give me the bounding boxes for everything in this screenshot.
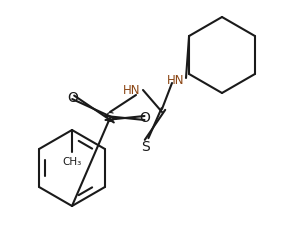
Text: O: O <box>139 111 150 125</box>
Text: HN: HN <box>167 73 185 86</box>
Text: CH₃: CH₃ <box>62 157 82 167</box>
Text: O: O <box>67 91 78 105</box>
Text: S: S <box>141 140 150 154</box>
Text: S: S <box>106 111 115 125</box>
Text: HN: HN <box>123 83 141 97</box>
